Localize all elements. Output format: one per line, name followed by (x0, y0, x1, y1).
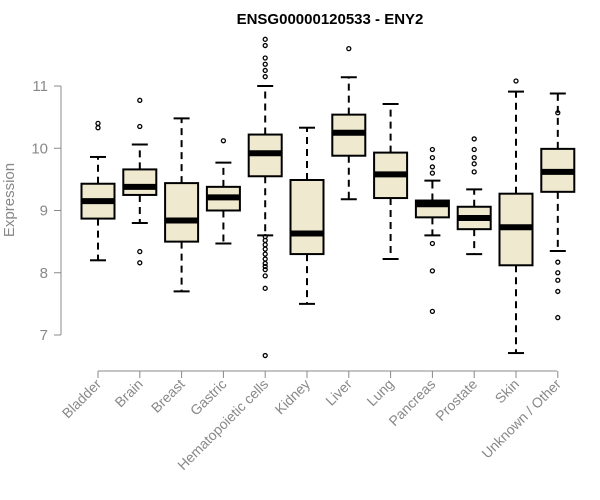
outlier-point (471, 136, 477, 142)
box-group (289, 126, 325, 305)
outlier-point (555, 110, 561, 116)
x-tick-label: Lung (363, 376, 396, 409)
outlier-point (262, 36, 268, 42)
outlier-point (471, 169, 477, 175)
box (289, 178, 325, 256)
outlier-point (555, 259, 561, 265)
outlier-point (262, 233, 268, 240)
chart-title: ENSG00000120533 - ENY2 (237, 11, 424, 28)
outlier-point (262, 74, 268, 80)
x-tick-label: Brain (111, 376, 145, 410)
outlier-point (429, 154, 436, 161)
outlier-point (262, 67, 268, 74)
y-axis-label: Expression (1, 163, 18, 237)
box-group (373, 103, 409, 261)
box-group (414, 146, 450, 314)
y-tick-label: 10 (31, 140, 48, 157)
boxes (80, 36, 576, 359)
outlier-point (429, 146, 436, 153)
outlier-point (137, 123, 143, 130)
outlier-point (429, 164, 436, 170)
outlier-point (262, 273, 268, 279)
outlier-point (262, 246, 268, 252)
outlier-point (262, 242, 268, 248)
outlier-point (262, 352, 268, 359)
x-tick-label: Prostate (432, 376, 480, 424)
outlier-point (262, 263, 268, 270)
x-tick-label: Breast (148, 376, 188, 416)
outlier-point (555, 277, 561, 283)
outlier-point (429, 240, 436, 247)
outlier-point (429, 308, 436, 314)
box (164, 182, 200, 243)
outlier-point (346, 46, 352, 52)
box-group (498, 78, 534, 355)
box (122, 168, 158, 196)
box-group (205, 138, 241, 245)
outlier-point (262, 61, 268, 67)
outlier-point (429, 170, 436, 176)
box-group (122, 97, 158, 266)
y-ticks: 7 8 9 10 11 (31, 78, 61, 344)
box-group (164, 117, 200, 293)
outlier-point (137, 248, 143, 255)
outlier-point (137, 97, 143, 103)
y-tick-label: 8 (40, 265, 48, 282)
box-group (456, 136, 492, 256)
outlier-point (513, 78, 519, 84)
outlier-point (137, 260, 143, 266)
x-tick-label: Liver (322, 376, 355, 409)
x-tick-label: Skin (492, 376, 523, 407)
box-group (540, 92, 576, 321)
y-tick-label: 7 (40, 327, 48, 344)
outlier-point (471, 154, 477, 161)
outlier-point (95, 120, 101, 126)
outlier-point (262, 266, 268, 273)
x-tick-label: Bladder (59, 376, 105, 422)
outlier-point (555, 288, 561, 295)
y-tick-label: 9 (40, 203, 48, 220)
box-group (331, 46, 367, 201)
y-tick-label: 11 (32, 78, 48, 95)
outlier-point (555, 314, 561, 321)
outlier-point (262, 260, 268, 267)
outlier-point (262, 55, 268, 61)
box-group (80, 120, 116, 262)
outlier-point (220, 138, 227, 144)
outlier-point (262, 256, 268, 262)
outlier-point (471, 146, 477, 153)
x-tick-label: Unknown / Other (478, 376, 564, 462)
x-tick-label: Kidney (272, 376, 314, 418)
outlier-point (262, 42, 268, 49)
outlier-point (471, 161, 477, 167)
box-group (247, 36, 283, 359)
outlier-point (95, 125, 101, 131)
outlier-point (555, 270, 561, 276)
outlier-point (429, 268, 436, 274)
outlier-point (262, 285, 268, 291)
outlier-point (262, 251, 268, 257)
